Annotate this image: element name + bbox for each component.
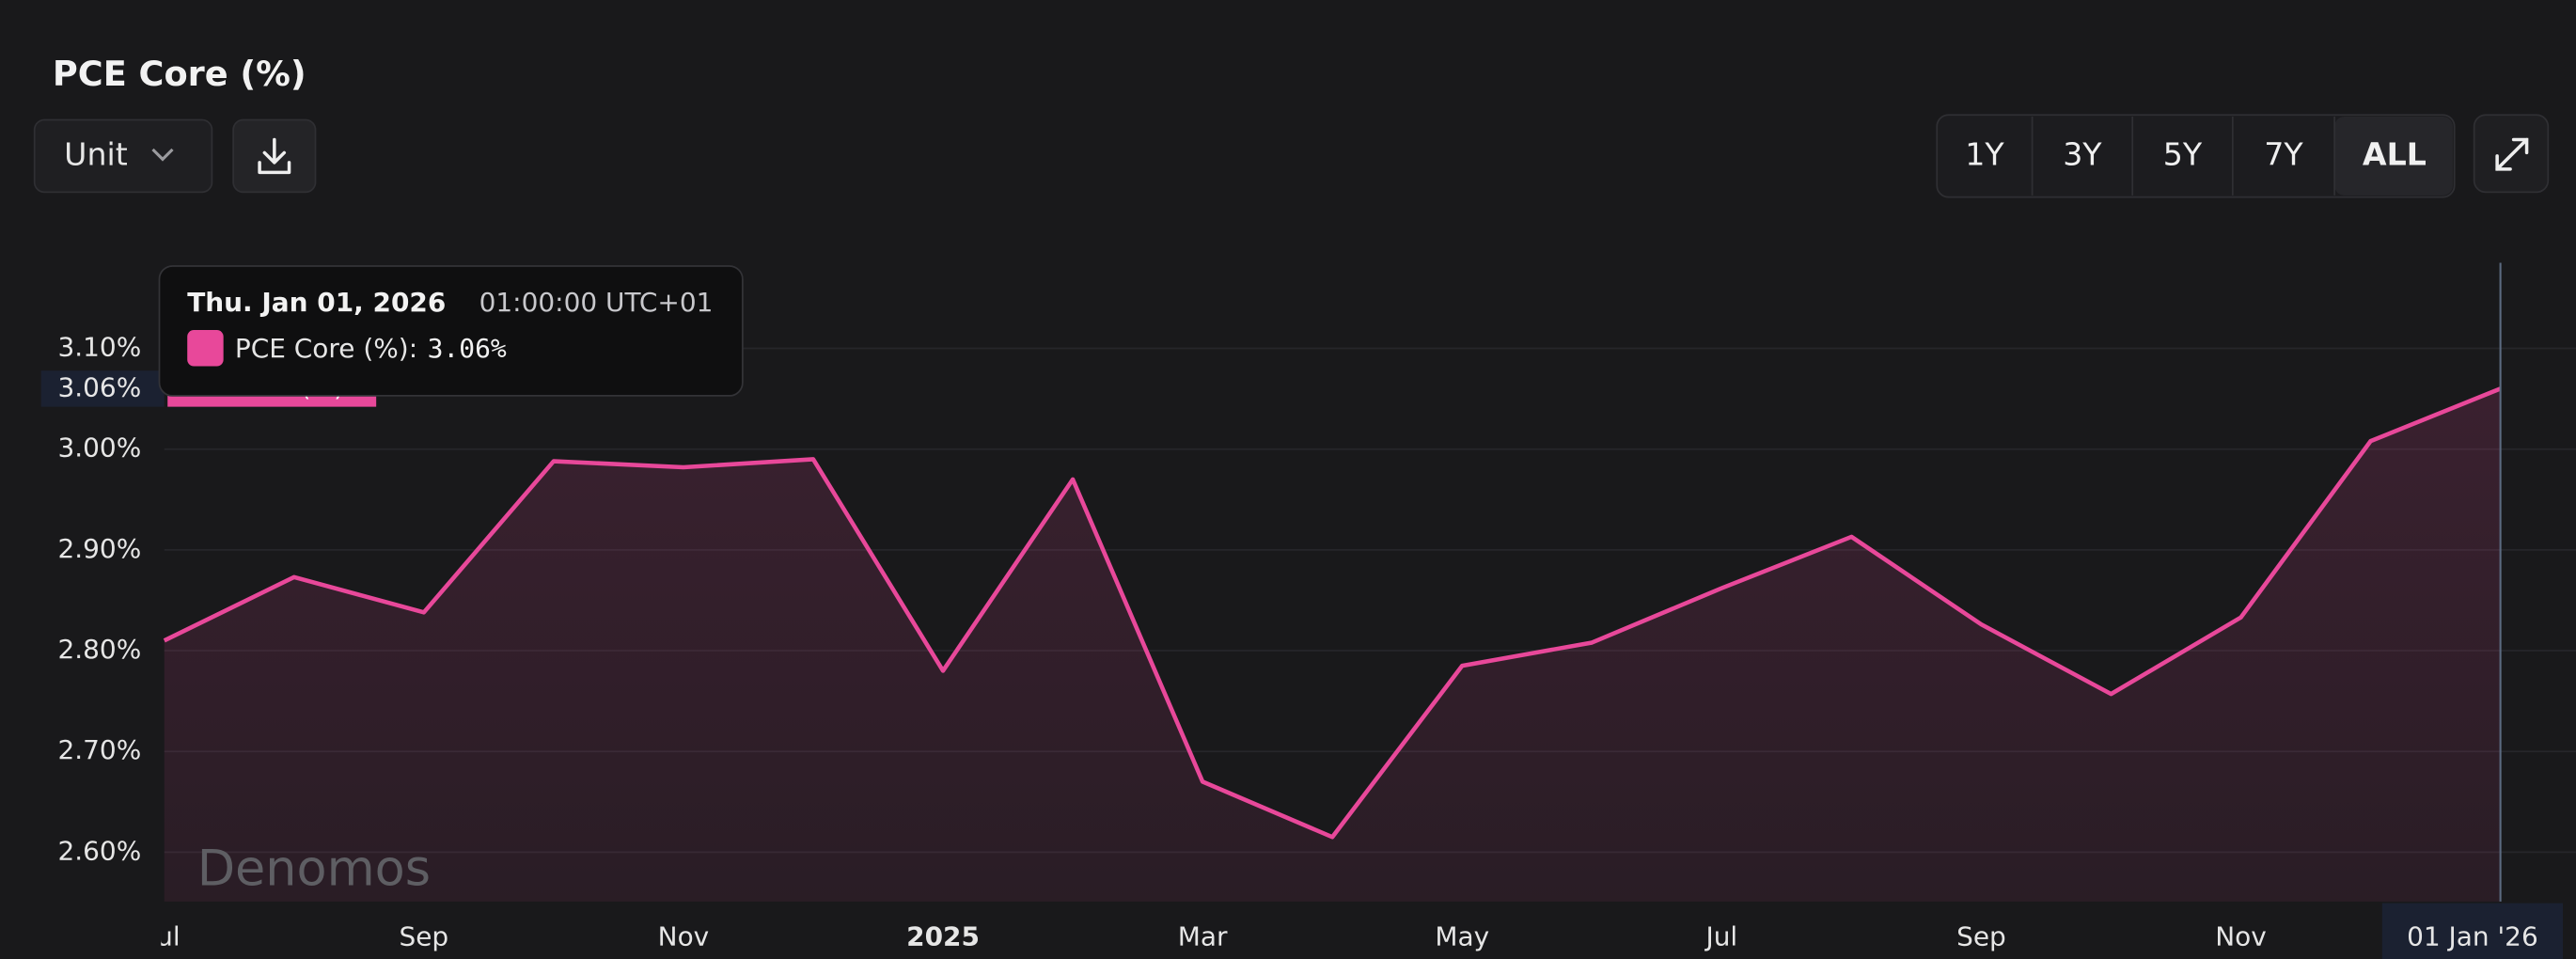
tooltip-time: 01:00:00 UTC+01	[479, 287, 714, 318]
tooltip-series-label: PCE Core (%):	[235, 333, 417, 364]
x-tick-label: 2025	[906, 920, 980, 951]
crosshair-x-label: 01 Jan '26	[2407, 920, 2538, 951]
expand-button[interactable]	[2473, 114, 2550, 194]
tooltip-value: 3.06%	[428, 333, 507, 364]
range-label[interactable]: 3Y	[2063, 135, 2102, 172]
chevron-icon	[151, 148, 174, 162]
x-tick-label: Nov	[2215, 920, 2267, 951]
tooltip-date: Thu. Jan 01, 2026	[187, 287, 446, 318]
expand-icon	[2495, 137, 2529, 171]
range-button[interactable]: ALL	[2333, 117, 2453, 196]
range-button[interactable]: 7Y	[2231, 117, 2304, 196]
range-active-bg[interactable]	[2334, 117, 2453, 196]
watermark: Denomos	[197, 840, 431, 897]
range-button[interactable]: 1Y	[1965, 135, 2004, 172]
range-label[interactable]: 1Y	[1965, 135, 2004, 172]
download-button[interactable]	[232, 118, 317, 194]
x-tick-label: Nov	[658, 920, 710, 951]
x-tick-label: Jul	[147, 920, 181, 951]
dropdown-label[interactable]: Unit	[64, 135, 128, 172]
series-line	[163, 386, 2502, 840]
x-axis-labels: Jul Sep Nov 2025 Mar May Jul Sep Nov	[147, 920, 2267, 951]
range-group	[1936, 114, 2456, 198]
x-tick-label: Sep	[400, 920, 449, 951]
plot-area: 2.60% 2.70% 2.80% 2.90% 3.00% 3.10% Jul Sep Nov 2…	[57, 332, 2576, 951]
range-button[interactable]: 3Y	[2031, 117, 2103, 196]
area-fill	[164, 388, 2501, 902]
y-tick-label: 2.60%	[57, 835, 141, 866]
crosshair-x-label-bg	[2381, 903, 2564, 959]
x-tick-label: Sep	[1956, 920, 2006, 951]
y-tick-label: 3.10%	[57, 332, 141, 363]
unit-dropdown[interactable]: Unit	[33, 118, 213, 194]
tooltip-swatch	[187, 330, 224, 367]
range-button[interactable]: 5Y	[2131, 117, 2203, 196]
tooltip: Thu. Jan 01, 2026 01:00:00 UTC+01 PCE Co…	[158, 265, 744, 397]
range-selector: 1Y 3Y 5Y 7Y ALL	[1936, 114, 2456, 198]
chart-title: PCE Core (%)	[53, 54, 306, 94]
x-tick-label: Mar	[1178, 920, 1228, 951]
tooltip-box	[158, 265, 744, 397]
range-label[interactable]: 5Y	[2163, 135, 2203, 172]
crosshair-y-label: 3.06%	[57, 371, 141, 402]
x-tick-label: May	[1435, 920, 1489, 951]
range-label[interactable]: ALL	[2363, 135, 2427, 172]
x-tick-label: Jul	[1704, 920, 1737, 951]
y-tick-label: 3.00%	[57, 432, 141, 464]
range-label[interactable]: 7Y	[2264, 135, 2303, 172]
y-tick-label: 2.70%	[57, 734, 141, 765]
y-tick-label: 2.80%	[57, 634, 141, 665]
download-icon	[258, 137, 291, 175]
crosshair-y-label-bg	[40, 370, 165, 407]
y-tick-label: 2.90%	[57, 533, 141, 564]
dropdown-box[interactable]	[33, 118, 213, 194]
